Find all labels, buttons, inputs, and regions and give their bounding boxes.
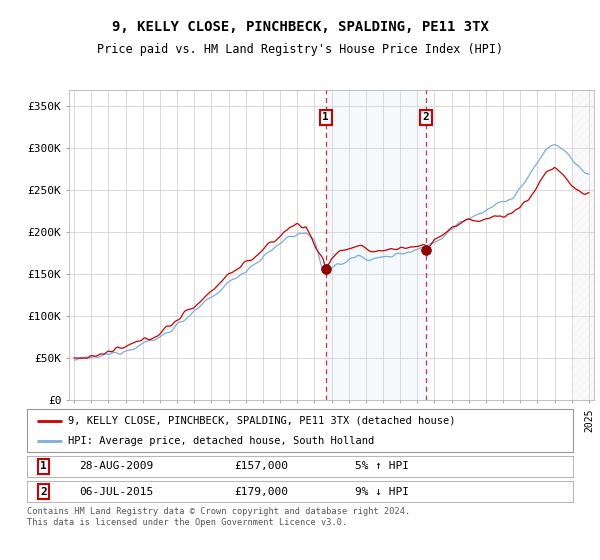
Text: 1: 1 [322, 113, 329, 122]
Text: 9% ↓ HPI: 9% ↓ HPI [355, 487, 409, 497]
Text: 2: 2 [422, 113, 430, 122]
Text: HPI: Average price, detached house, South Holland: HPI: Average price, detached house, Sout… [68, 436, 374, 446]
Bar [326, 90, 426, 400]
Text: £179,000: £179,000 [235, 487, 289, 497]
Text: Price paid vs. HM Land Registry's House Price Index (HPI): Price paid vs. HM Land Registry's House … [97, 43, 503, 56]
Text: 2: 2 [40, 487, 47, 497]
Text: Contains HM Land Registry data © Crown copyright and database right 2024.
This d: Contains HM Land Registry data © Crown c… [27, 507, 410, 527]
Text: £157,000: £157,000 [235, 461, 289, 472]
Text: 9, KELLY CLOSE, PINCHBECK, SPALDING, PE11 3TX (detached house): 9, KELLY CLOSE, PINCHBECK, SPALDING, PE1… [68, 416, 455, 426]
Text: 28-AUG-2009: 28-AUG-2009 [79, 461, 153, 472]
Text: 06-JUL-2015: 06-JUL-2015 [79, 487, 153, 497]
Text: 1: 1 [40, 461, 47, 472]
Text: 9, KELLY CLOSE, PINCHBECK, SPALDING, PE11 3TX: 9, KELLY CLOSE, PINCHBECK, SPALDING, PE1… [112, 20, 488, 34]
Bar [572, 90, 594, 400]
Text: 5% ↑ HPI: 5% ↑ HPI [355, 461, 409, 472]
